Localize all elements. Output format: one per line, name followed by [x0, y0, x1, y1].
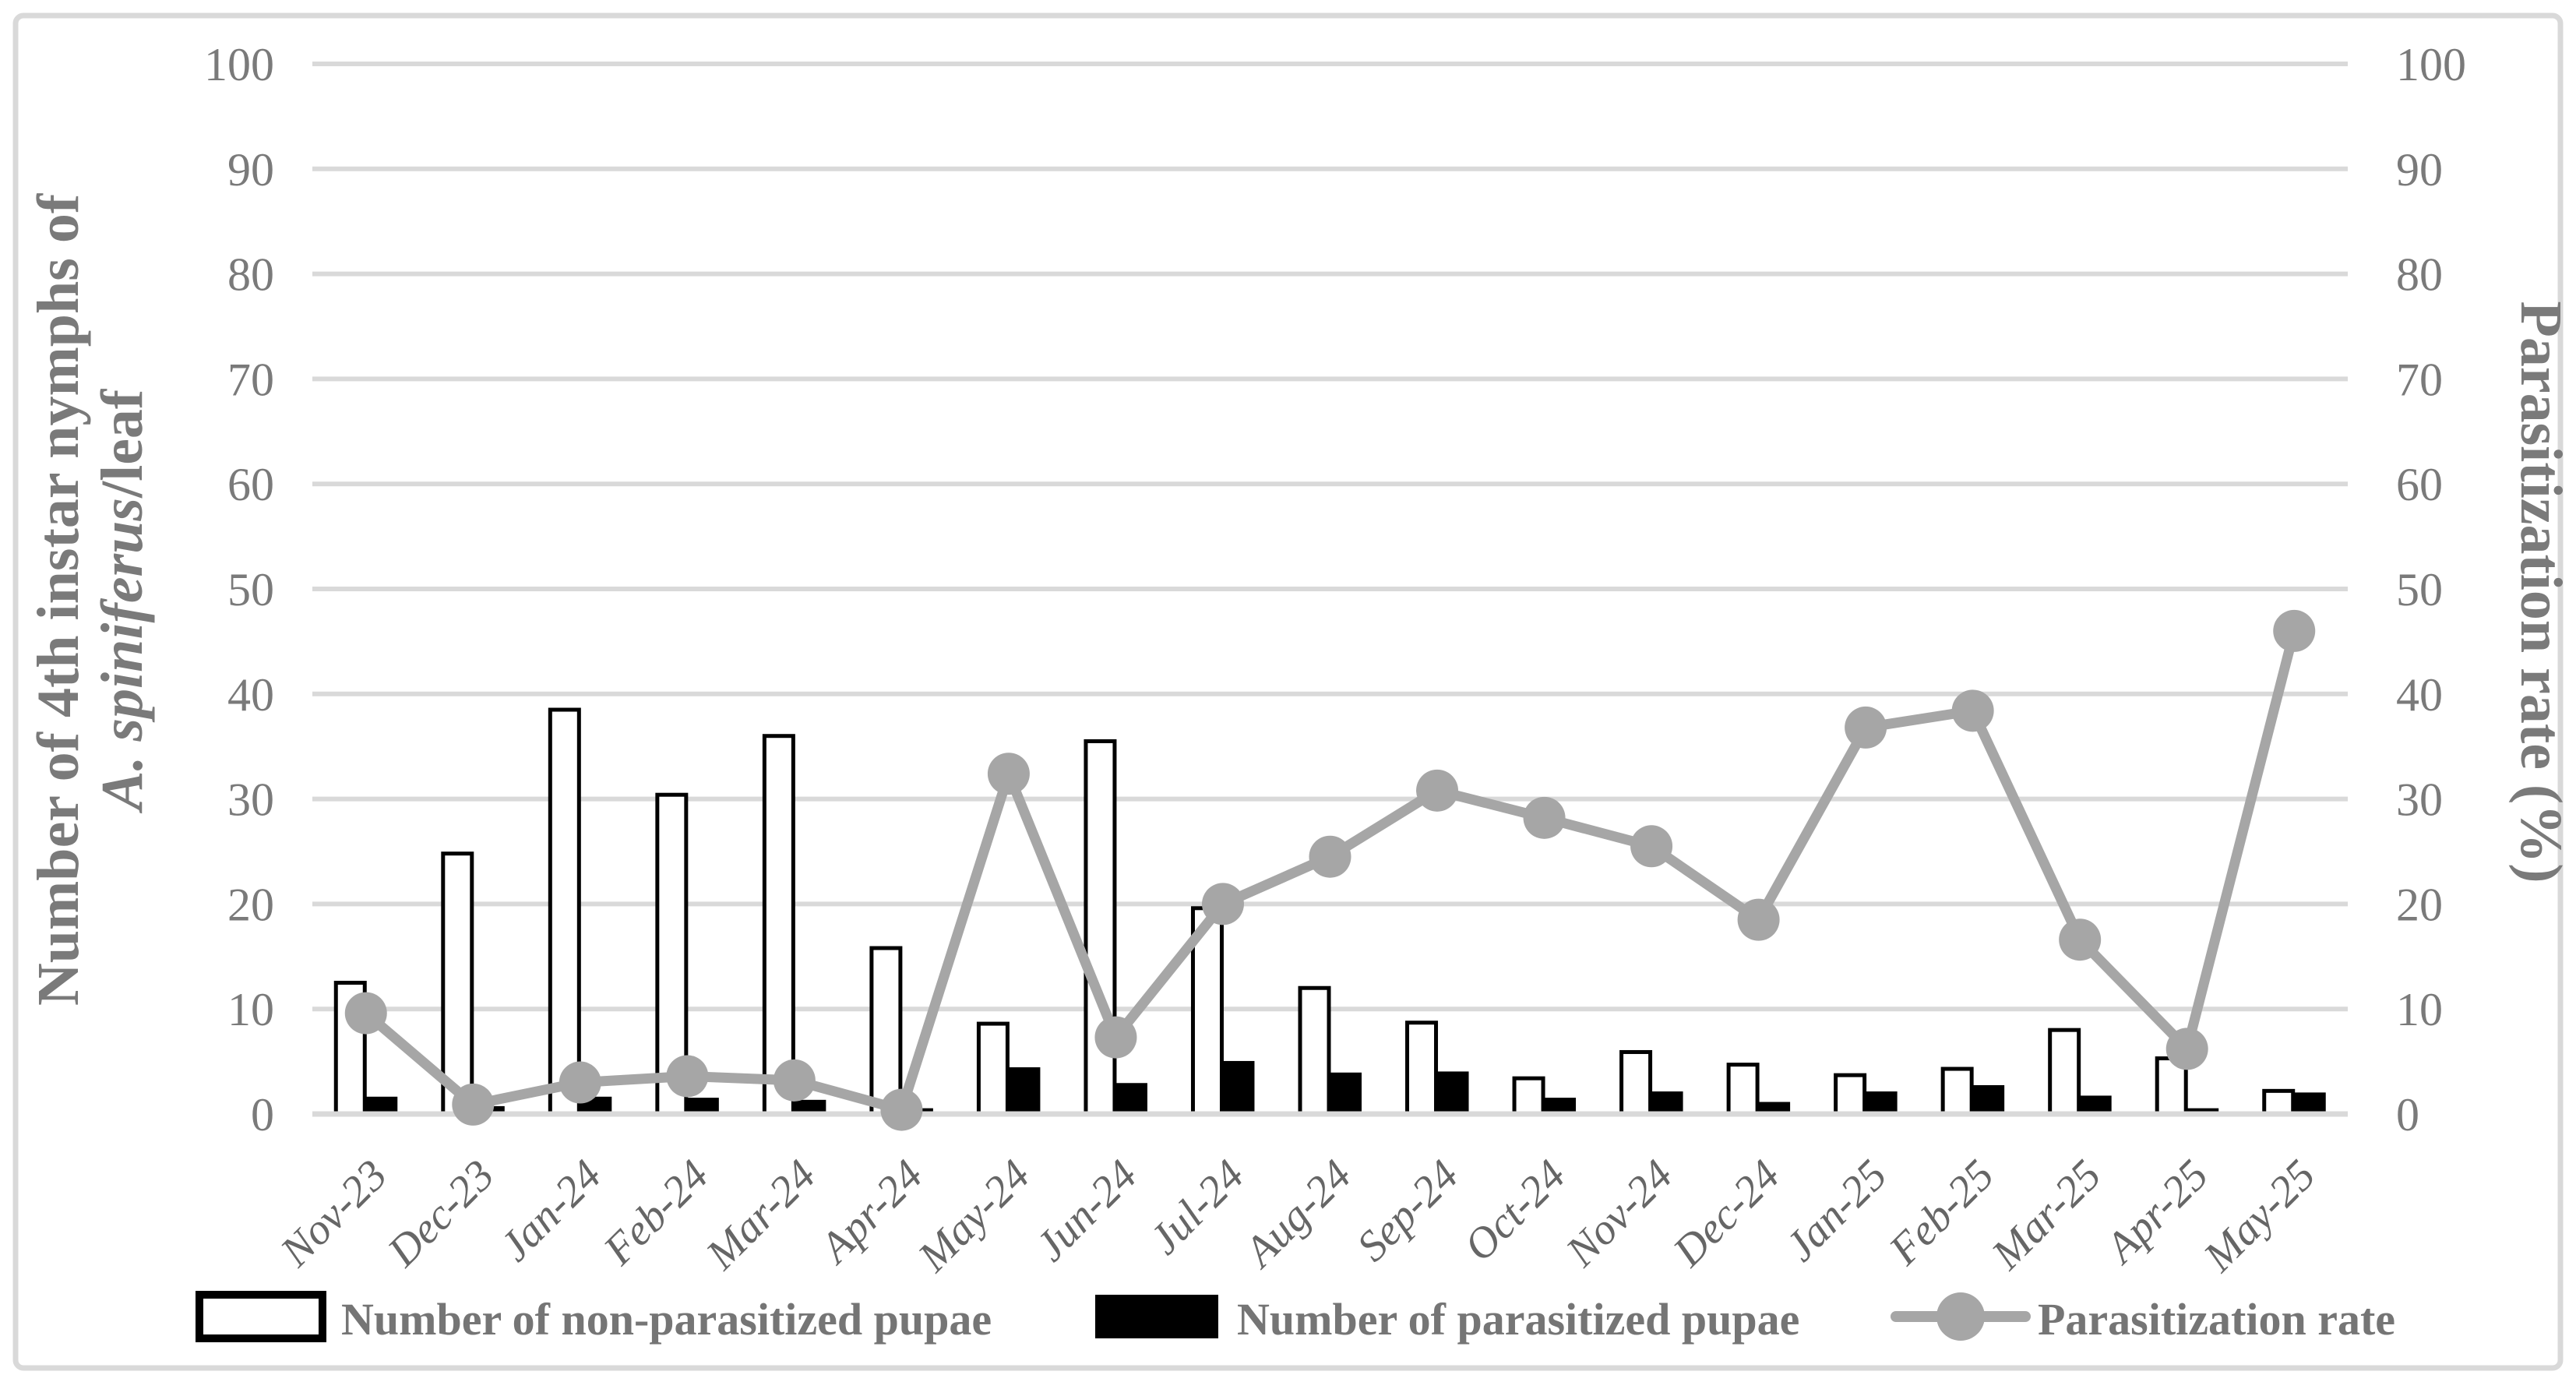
left-axis-tick-10: 10 [227, 984, 274, 1035]
bar-parasitized-May-25 [2293, 1092, 2326, 1116]
figure-border [12, 12, 2564, 1371]
right-axis-tick-30: 30 [2396, 774, 2443, 826]
bar-non-parasitized-Jun-24 [1084, 739, 1117, 1116]
bar-non-parasitized-May-24 [976, 1021, 1010, 1116]
left-axis-tick-40: 40 [227, 669, 274, 721]
rate-marker-Apr-24 [880, 1088, 923, 1131]
legend-label-parasitized: Number of parasitized pupae [1237, 1294, 1799, 1345]
species-name-italic: A. spiniferus [90, 498, 155, 813]
rate-marker-Nov-24 [1630, 825, 1673, 868]
rate-marker-Jan-24 [559, 1061, 601, 1104]
rate-marker-Dec-24 [1737, 898, 1780, 941]
bar-non-parasitized-Feb-25 [1940, 1066, 1974, 1116]
left-axis-tick-90: 90 [227, 144, 274, 196]
right-axis-tick-60: 60 [2396, 459, 2443, 510]
bar-non-parasitized-Mar-25 [2048, 1028, 2081, 1116]
bar-non-parasitized-Nov-24 [1619, 1049, 1653, 1116]
rate-marker-Nov-23 [344, 992, 387, 1035]
left-axis-tick-100: 100 [204, 39, 274, 90]
rate-marker-Mar-25 [2059, 918, 2102, 961]
legend-marker-swatch [1936, 1292, 1985, 1341]
bar-non-parasitized-Dec-23 [441, 851, 474, 1116]
per-leaf-plain: /leaf [90, 388, 155, 499]
left-axis-tick-80: 80 [227, 249, 274, 301]
bar-non-parasitized-Dec-24 [1726, 1063, 1760, 1116]
bar-parasitized-Sep-24 [1436, 1071, 1469, 1116]
bar-parasitized-Feb-25 [1972, 1084, 2005, 1116]
rate-marker-Jun-24 [1094, 1016, 1137, 1059]
bar-non-parasitized-Jan-25 [1834, 1073, 1867, 1116]
left-axis-tick-50: 50 [227, 564, 274, 615]
bar-non-parasitized-May-25 [2262, 1088, 2296, 1116]
right-axis-tick-70: 70 [2396, 354, 2443, 405]
rate-marker-Jul-24 [1201, 883, 1244, 925]
right-axis-tick-100: 100 [2396, 39, 2466, 90]
legend-label-non-parasitized: Number of non-parasitized pupae [341, 1294, 992, 1345]
rate-marker-Jan-25 [1845, 706, 1887, 749]
legend-swatch-parasitized [1095, 1295, 1218, 1338]
left-axis-tick-60: 60 [227, 459, 274, 510]
rate-marker-Feb-24 [666, 1055, 709, 1098]
right-axis-tick-0: 0 [2396, 1089, 2419, 1140]
bar-non-parasitized-Jan-24 [548, 707, 581, 1116]
bar-parasitized-May-24 [1008, 1067, 1041, 1116]
right-axis-tick-10: 10 [2396, 984, 2443, 1035]
rate-marker-Oct-24 [1523, 796, 1566, 839]
rate-marker-Feb-25 [1951, 689, 1994, 732]
right-axis-tick-90: 90 [2396, 144, 2443, 196]
rate-marker-Sep-24 [1416, 769, 1459, 812]
right-axis-tick-80: 80 [2396, 249, 2443, 301]
legend-swatch-non-parasitized [196, 1291, 326, 1342]
left-axis-title-line1: Number of 4th instar nymphs of [26, 192, 91, 1006]
bar-parasitized-Aug-24 [1330, 1072, 1362, 1116]
rate-marker-Apr-25 [2165, 1028, 2208, 1070]
left-axis-tick-30: 30 [227, 774, 274, 826]
right-axis-title: Parasitization rate (%) [2508, 301, 2574, 883]
bar-non-parasitized-Mar-24 [762, 734, 795, 1116]
bar-parasitized-Jul-24 [1222, 1060, 1255, 1116]
left-axis-tick-0: 0 [251, 1089, 274, 1140]
right-axis-tick-50: 50 [2396, 564, 2443, 615]
rate-marker-Mar-24 [773, 1059, 816, 1102]
right-axis-tick-20: 20 [2396, 879, 2443, 930]
bar-non-parasitized-Aug-24 [1298, 985, 1331, 1116]
bar-non-parasitized-Apr-24 [869, 946, 903, 1116]
bar-non-parasitized-Sep-24 [1405, 1021, 1439, 1116]
left-axis-title-line2: A. spiniferus/leaf [90, 388, 155, 813]
left-axis-tick-70: 70 [227, 354, 274, 405]
right-axis-tick-40: 40 [2396, 669, 2443, 721]
legend-label-rate: Parasitization rate [2038, 1294, 2395, 1345]
bar-parasitized-Nov-24 [1651, 1091, 1683, 1116]
bar-parasitized-Jan-25 [1865, 1091, 1898, 1116]
rate-marker-May-24 [987, 753, 1030, 795]
bar-non-parasitized-Oct-24 [1512, 1076, 1545, 1116]
left-axis-tick-20: 20 [227, 879, 274, 930]
rate-marker-Dec-23 [452, 1083, 495, 1126]
rate-marker-May-25 [2273, 609, 2316, 652]
rate-marker-Aug-24 [1309, 835, 1351, 878]
bar-parasitized-Jun-24 [1115, 1083, 1147, 1116]
